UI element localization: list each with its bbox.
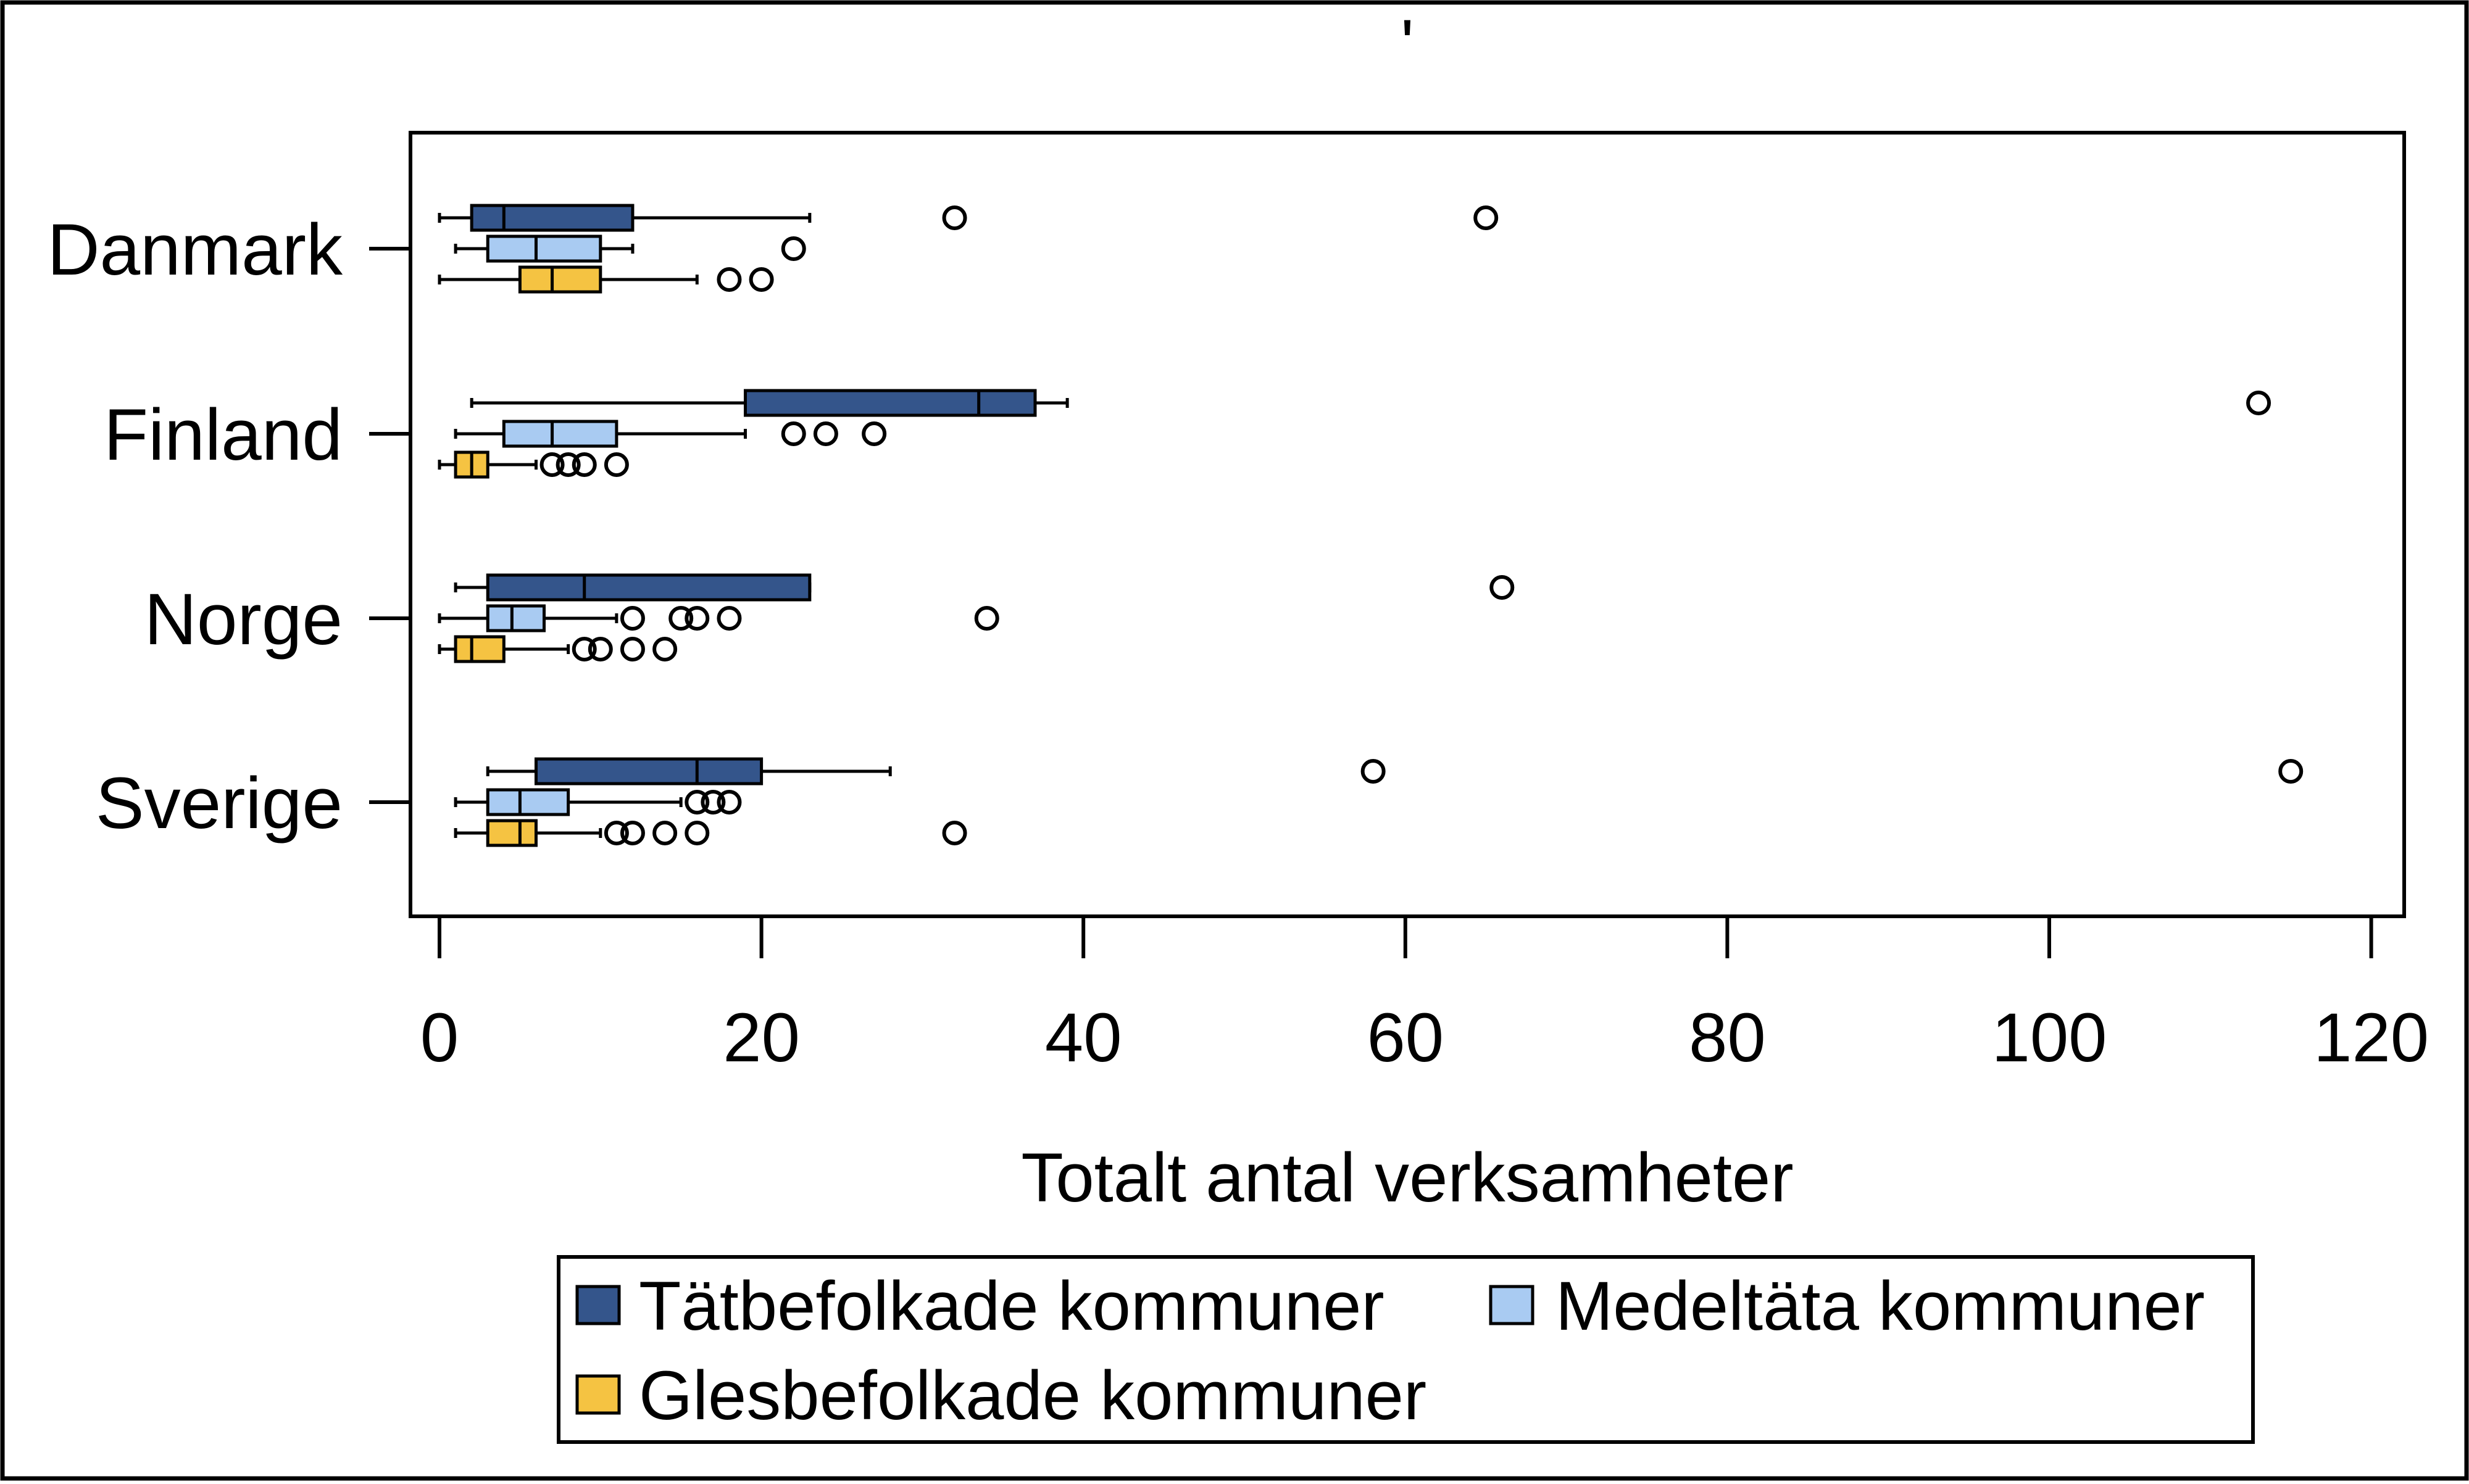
outlier-point <box>572 637 597 661</box>
y-tick-label: Finland <box>104 394 343 476</box>
box-2-3 <box>454 819 967 847</box>
legend: Tätbefolkade kommuner Medeltäta kommuner G… <box>575 1267 2205 1434</box>
outlier-point <box>668 606 694 631</box>
outlier-point <box>620 821 645 845</box>
box-0-3 <box>486 757 2304 786</box>
legend-box <box>557 1255 2255 1444</box>
outlier-point <box>572 452 597 477</box>
y-tick-label: Sverige <box>96 763 343 844</box>
iqr-box <box>454 635 506 663</box>
outlier-point <box>604 821 629 845</box>
outlier-point <box>604 452 629 477</box>
outlier-point <box>1360 759 1386 784</box>
iqr-box <box>470 204 635 232</box>
outlier-point <box>1473 205 1499 230</box>
outlier-point <box>813 421 838 446</box>
x-tick-label: 120 <box>2313 999 2429 1076</box>
box-0-0 <box>438 204 1499 232</box>
outlier-point <box>620 606 645 631</box>
iqr-box <box>534 757 764 786</box>
legend-swatch <box>1489 1285 1534 1325</box>
legend-label: Medeltäta kommuner <box>1555 1267 2205 1345</box>
x-axis-title: Totalt antal verksamheter <box>1021 1139 1793 1216</box>
iqr-box <box>502 420 618 448</box>
outlier-point <box>685 821 710 845</box>
x-tick-label: 0 <box>420 999 459 1076</box>
outlier-point <box>620 637 645 661</box>
box-2-2 <box>438 635 678 663</box>
outlier-point <box>556 452 581 477</box>
outlier-point <box>749 267 774 292</box>
outlier-point <box>685 790 710 815</box>
box-1-3 <box>454 788 742 816</box>
plot-layer: Danmark Finland Norge Sverige 0 20 40 60 80 100 12… <box>47 204 2429 1076</box>
outlier-point <box>685 606 710 631</box>
iqr-box <box>486 573 812 602</box>
iqr-box <box>486 234 602 263</box>
outlier-point <box>717 606 742 631</box>
x-tick-label: 40 <box>1045 999 1122 1076</box>
outlier-point <box>588 637 613 661</box>
outlier-point <box>701 790 726 815</box>
outlier-point <box>974 606 999 631</box>
x-tick-label: 80 <box>1689 999 1766 1076</box>
outlier-point <box>2278 759 2304 784</box>
legend-swatch <box>575 1285 621 1325</box>
box-2-0 <box>438 265 774 294</box>
outlier-point <box>717 790 742 815</box>
y-tick-label: Norge <box>144 579 343 660</box>
outlier-point <box>539 452 565 477</box>
iqr-box <box>486 788 570 816</box>
box-2-1 <box>438 450 629 479</box>
outlier-point <box>942 821 967 845</box>
outlier-point <box>717 267 742 292</box>
chart-title: ' <box>1401 6 1414 83</box>
plot-area <box>409 131 2406 918</box>
x-tick-label: 100 <box>1992 999 2107 1076</box>
box-0-1 <box>470 389 2271 417</box>
legend-label: Tätbefolkade kommuner <box>639 1267 1384 1345</box>
outlier-point <box>2246 391 2271 415</box>
outlier-point <box>652 821 678 845</box>
iqr-box <box>486 604 546 632</box>
box-0-2 <box>454 573 1515 602</box>
outlier-point <box>781 421 806 446</box>
outlier-point <box>862 421 887 446</box>
x-tick-label: 20 <box>723 999 800 1076</box>
outlier-point <box>1489 575 1515 600</box>
legend-label: Glesbefolkade kommuner <box>639 1357 1426 1434</box>
box-1-0 <box>454 234 806 263</box>
outlier-point <box>781 236 806 261</box>
box-1-1 <box>454 420 887 448</box>
x-tick-label: 60 <box>1367 999 1444 1076</box>
outlier-point <box>652 637 678 661</box>
iqr-box <box>486 819 538 847</box>
iqr-box <box>518 265 602 294</box>
y-tick-label: Danmark <box>47 209 343 291</box>
legend-swatch <box>575 1374 621 1415</box>
iqr-box <box>744 389 1037 417</box>
box-1-2 <box>438 604 999 632</box>
outlier-point <box>942 205 967 230</box>
